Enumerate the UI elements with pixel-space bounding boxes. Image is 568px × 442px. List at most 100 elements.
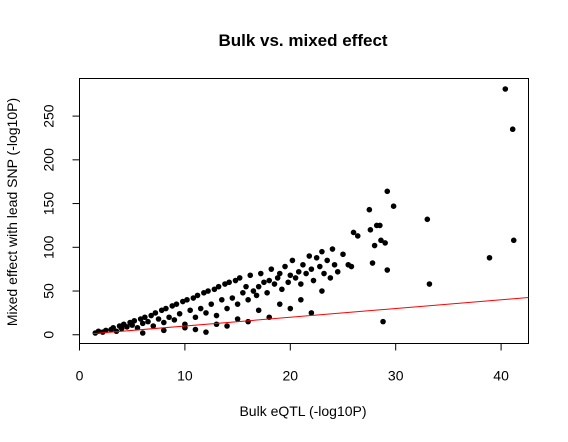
data-point	[261, 279, 267, 286]
x-tick-label: 10	[177, 368, 193, 384]
data-point	[245, 318, 251, 325]
data-point	[236, 275, 243, 281]
data-point	[203, 329, 209, 335]
data-point	[319, 288, 325, 294]
data-point	[486, 254, 493, 261]
data-point	[118, 325, 125, 332]
data-point	[390, 203, 397, 209]
data-point	[377, 222, 383, 229]
x-tick-label: 20	[283, 368, 299, 384]
data-point	[274, 275, 281, 281]
chart-title: Bulk vs. mixed effect	[218, 31, 387, 50]
data-point	[222, 281, 228, 287]
data-point	[103, 327, 109, 334]
data-point	[329, 246, 336, 252]
data-point	[253, 292, 260, 299]
data-point	[510, 237, 517, 244]
data-point	[234, 316, 241, 322]
data-point	[163, 305, 169, 312]
data-point	[276, 301, 283, 307]
data-point	[211, 286, 218, 293]
data-point	[166, 314, 172, 321]
y-axis: 0 50 100 150 200 250	[41, 104, 80, 339]
data-point	[380, 318, 386, 325]
data-point	[190, 295, 197, 301]
data-point	[150, 323, 157, 329]
data-point	[308, 310, 315, 316]
y-tick-label: 100	[41, 235, 57, 259]
data-point	[334, 268, 341, 275]
data-point	[298, 296, 304, 303]
data-point	[194, 292, 201, 299]
data-point	[257, 270, 264, 277]
data-point	[179, 298, 186, 305]
data-point	[134, 324, 141, 331]
data-point	[310, 277, 317, 284]
data-point	[295, 268, 302, 275]
data-point	[192, 326, 199, 333]
data-point	[426, 281, 433, 287]
data-point	[350, 229, 357, 236]
x-tick-label: 30	[388, 368, 404, 384]
data-point	[155, 316, 162, 322]
data-point	[139, 320, 146, 327]
data-point	[229, 295, 236, 301]
data-point	[226, 279, 232, 286]
data-point	[139, 330, 146, 336]
y-tick-label: 150	[41, 192, 57, 216]
data-point	[187, 307, 193, 314]
data-point	[197, 305, 204, 312]
data-point	[169, 303, 176, 309]
data-point	[137, 316, 144, 322]
data-point	[161, 327, 167, 334]
data-point	[366, 206, 373, 213]
data-point	[324, 257, 330, 264]
data-point	[234, 301, 241, 307]
data-point	[158, 307, 165, 314]
data-point	[264, 289, 270, 296]
data-point	[509, 126, 516, 133]
x-tick-label: 0	[76, 368, 84, 384]
data-point	[285, 279, 291, 286]
data-point	[298, 281, 304, 287]
data-point	[215, 283, 222, 290]
data-point	[145, 318, 151, 325]
data-point	[282, 263, 288, 270]
y-tick-label: 200	[41, 148, 57, 172]
data-point	[171, 317, 178, 323]
data-point	[306, 253, 313, 259]
data-point	[371, 242, 378, 249]
data-point	[317, 263, 323, 270]
reference-line	[93, 296, 529, 335]
data-point	[303, 270, 309, 277]
data-point	[369, 260, 376, 266]
data-point	[382, 240, 388, 246]
data-point	[232, 277, 239, 284]
data-point	[205, 288, 211, 294]
data-point	[292, 275, 299, 281]
data-point	[268, 266, 275, 272]
data-point	[300, 261, 306, 268]
data-point	[331, 261, 338, 268]
x-axis: 0 10 20 30 40	[76, 343, 509, 384]
data-point	[354, 233, 361, 239]
data-point	[218, 296, 225, 303]
data-point	[271, 281, 278, 287]
data-point	[276, 270, 283, 277]
data-point	[131, 317, 138, 324]
data-point	[201, 289, 207, 296]
data-point	[173, 301, 180, 307]
data-point	[384, 188, 391, 195]
data-point	[424, 216, 431, 223]
data-point	[287, 272, 294, 279]
data-point	[289, 257, 296, 264]
data-point	[255, 307, 262, 314]
data-point	[184, 296, 190, 303]
data-point	[266, 277, 273, 284]
data-point	[213, 312, 220, 319]
data-point	[129, 322, 135, 328]
y-tick-label: 50	[41, 283, 57, 299]
data-point	[287, 305, 294, 312]
data-point	[203, 310, 209, 316]
data-point	[208, 301, 215, 307]
